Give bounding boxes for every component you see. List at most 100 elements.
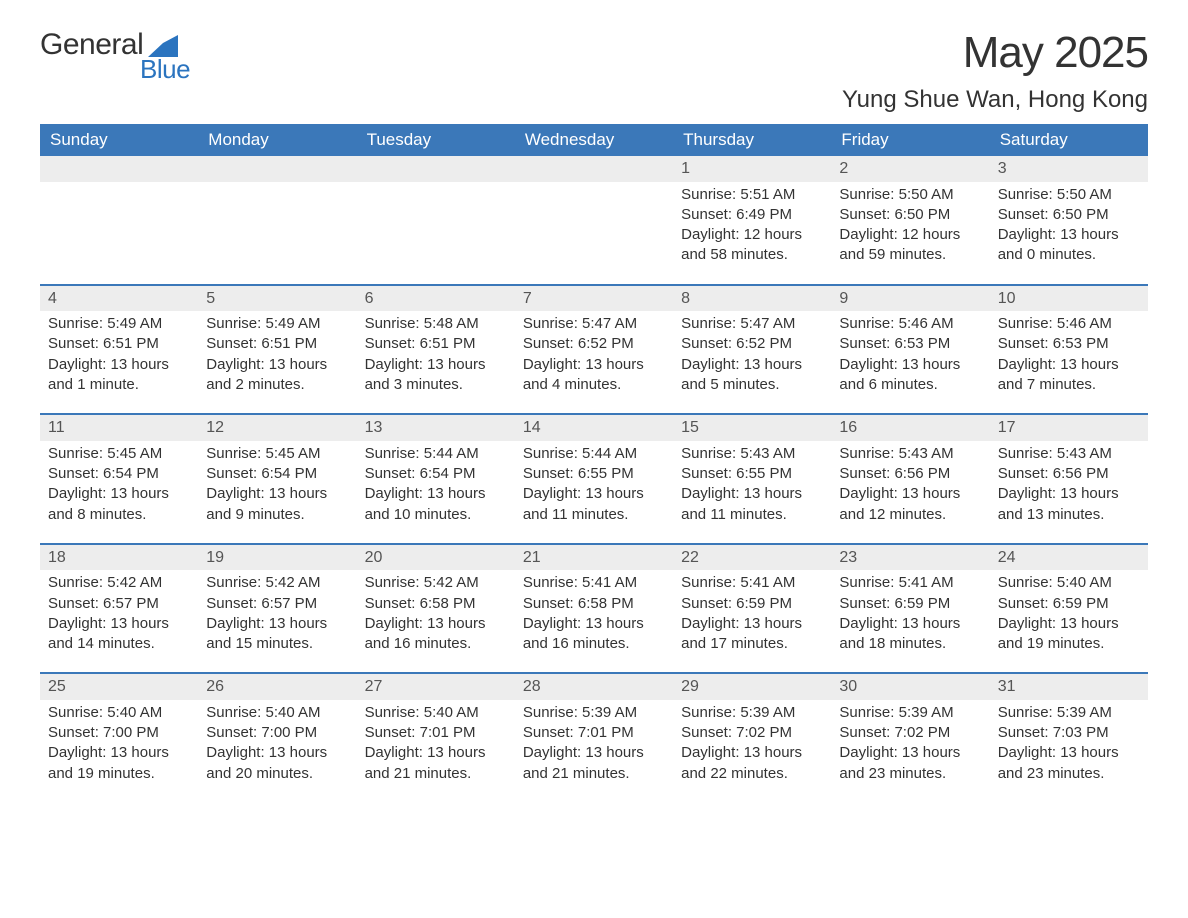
day-number: 22 <box>673 545 831 571</box>
calendar-day-cell: 26Sunrise: 5:40 AMSunset: 7:00 PMDayligh… <box>198 673 356 802</box>
day-details: Sunrise: 5:50 AMSunset: 6:50 PMDaylight:… <box>839 185 981 266</box>
calendar-week-row: 4Sunrise: 5:49 AMSunset: 6:51 PMDaylight… <box>40 285 1148 415</box>
day-number <box>40 156 198 182</box>
calendar-day-cell: 23Sunrise: 5:41 AMSunset: 6:59 PMDayligh… <box>831 544 989 674</box>
daylight-text: Daylight: 12 hours and 59 minutes. <box>839 225 981 266</box>
calendar-day-cell: 16Sunrise: 5:43 AMSunset: 6:56 PMDayligh… <box>831 414 989 544</box>
sunset-text: Sunset: 7:02 PM <box>839 723 981 743</box>
day-details: Sunrise: 5:47 AMSunset: 6:52 PMDaylight:… <box>523 314 665 395</box>
daylight-text: Daylight: 13 hours and 3 minutes. <box>365 355 507 396</box>
calendar-day-cell: 24Sunrise: 5:40 AMSunset: 6:59 PMDayligh… <box>990 544 1148 674</box>
daylight-text: Daylight: 13 hours and 19 minutes. <box>48 743 190 784</box>
day-number: 11 <box>40 415 198 441</box>
daylight-text: Daylight: 13 hours and 6 minutes. <box>839 355 981 396</box>
calendar-week-row: 1Sunrise: 5:51 AMSunset: 6:49 PMDaylight… <box>40 156 1148 285</box>
daylight-text: Daylight: 13 hours and 20 minutes. <box>206 743 348 784</box>
daylight-text: Daylight: 13 hours and 23 minutes. <box>839 743 981 784</box>
day-number: 28 <box>515 674 673 700</box>
day-details: Sunrise: 5:42 AMSunset: 6:58 PMDaylight:… <box>365 573 507 654</box>
sunrise-text: Sunrise: 5:42 AM <box>206 573 348 593</box>
sunrise-text: Sunrise: 5:41 AM <box>681 573 823 593</box>
daylight-text: Daylight: 13 hours and 15 minutes. <box>206 614 348 655</box>
day-number: 20 <box>357 545 515 571</box>
sunset-text: Sunset: 6:58 PM <box>365 594 507 614</box>
day-details: Sunrise: 5:43 AMSunset: 6:56 PMDaylight:… <box>998 444 1140 525</box>
day-details: Sunrise: 5:47 AMSunset: 6:52 PMDaylight:… <box>681 314 823 395</box>
daylight-text: Daylight: 13 hours and 22 minutes. <box>681 743 823 784</box>
day-details: Sunrise: 5:39 AMSunset: 7:02 PMDaylight:… <box>681 703 823 784</box>
day-details: Sunrise: 5:44 AMSunset: 6:55 PMDaylight:… <box>523 444 665 525</box>
title-block: May 2025 Yung Shue Wan, Hong Kong <box>842 28 1148 114</box>
sunrise-text: Sunrise: 5:44 AM <box>365 444 507 464</box>
sunrise-text: Sunrise: 5:46 AM <box>839 314 981 334</box>
calendar-day-cell: 15 Sunrise: 5:43 AMSunset: 6:55 PMDayligh… <box>673 414 831 544</box>
day-details: Sunrise: 5:42 AMSunset: 6:57 PMDaylight:… <box>48 573 190 654</box>
daylight-text: Daylight: 13 hours and 7 minutes. <box>998 355 1140 396</box>
sunset-text: Sunset: 6:59 PM <box>839 594 981 614</box>
calendar-day-cell: 4Sunrise: 5:49 AMSunset: 6:51 PMDaylight… <box>40 285 198 415</box>
logo-text-sub: Blue <box>140 54 190 85</box>
sunrise-text: Sunrise: 5:49 AM <box>206 314 348 334</box>
sunset-text: Sunset: 6:54 PM <box>48 464 190 484</box>
sunset-text: Sunset: 7:01 PM <box>365 723 507 743</box>
calendar-day-cell: 3Sunrise: 5:50 AMSunset: 6:50 PMDaylight… <box>990 156 1148 285</box>
sunrise-text: Sunrise: 5:51 AM <box>681 185 823 205</box>
day-number: 19 <box>198 545 356 571</box>
calendar-day-cell: 9Sunrise: 5:46 AMSunset: 6:53 PMDaylight… <box>831 285 989 415</box>
day-number: 1 <box>673 156 831 182</box>
day-number: 29 <box>673 674 831 700</box>
calendar-day-cell <box>198 156 356 285</box>
day-number: 23 <box>831 545 989 571</box>
calendar-day-cell: 20Sunrise: 5:42 AMSunset: 6:58 PMDayligh… <box>357 544 515 674</box>
calendar-table: SundayMondayTuesdayWednesdayThursdayFrid… <box>40 124 1148 802</box>
calendar-day-cell: 18Sunrise: 5:42 AMSunset: 6:57 PMDayligh… <box>40 544 198 674</box>
sunset-text: Sunset: 6:55 PM <box>681 464 823 484</box>
calendar-day-cell: 28Sunrise: 5:39 AMSunset: 7:01 PMDayligh… <box>515 673 673 802</box>
day-details: Sunrise: 5:49 AMSunset: 6:51 PMDaylight:… <box>48 314 190 395</box>
logo-text-main: General <box>40 28 143 62</box>
day-number: 16 <box>831 415 989 441</box>
sunset-text: Sunset: 6:56 PM <box>839 464 981 484</box>
daylight-text: Daylight: 12 hours and 58 minutes. <box>681 225 823 266</box>
calendar-day-cell: 22Sunrise: 5:41 AMSunset: 6:59 PMDayligh… <box>673 544 831 674</box>
daylight-text: Daylight: 13 hours and 1 minute. <box>48 355 190 396</box>
sunrise-text: Sunrise: 5:49 AM <box>48 314 190 334</box>
calendar-day-cell: 17Sunrise: 5:43 AMSunset: 6:56 PMDayligh… <box>990 414 1148 544</box>
sunset-text: Sunset: 6:50 PM <box>839 205 981 225</box>
day-number: 6 <box>357 286 515 312</box>
day-number: 15 <box>673 415 831 441</box>
day-details: Sunrise: 5:40 AMSunset: 6:59 PMDaylight:… <box>998 573 1140 654</box>
day-details: Sunrise: 5:39 AMSunset: 7:02 PMDaylight:… <box>839 703 981 784</box>
day-details: Sunrise: 5:43 AMSunset: 6:55 PMDaylight:… <box>681 444 823 525</box>
sunset-text: Sunset: 6:59 PM <box>681 594 823 614</box>
weekday-header: Sunday <box>40 124 198 156</box>
daylight-text: Daylight: 13 hours and 14 minutes. <box>48 614 190 655</box>
day-number: 10 <box>990 286 1148 312</box>
sunset-text: Sunset: 6:49 PM <box>681 205 823 225</box>
calendar-day-cell: 25Sunrise: 5:40 AMSunset: 7:00 PMDayligh… <box>40 673 198 802</box>
sunset-text: Sunset: 7:00 PM <box>206 723 348 743</box>
day-details: Sunrise: 5:44 AMSunset: 6:54 PMDaylight:… <box>365 444 507 525</box>
calendar-day-cell: 8Sunrise: 5:47 AMSunset: 6:52 PMDaylight… <box>673 285 831 415</box>
day-details: Sunrise: 5:48 AMSunset: 6:51 PMDaylight:… <box>365 314 507 395</box>
day-details: Sunrise: 5:41 AMSunset: 6:59 PMDaylight:… <box>839 573 981 654</box>
sunrise-text: Sunrise: 5:47 AM <box>523 314 665 334</box>
sunrise-text: Sunrise: 5:40 AM <box>206 703 348 723</box>
day-details: Sunrise: 5:45 AMSunset: 6:54 PMDaylight:… <box>48 444 190 525</box>
daylight-text: Daylight: 13 hours and 17 minutes. <box>681 614 823 655</box>
sunrise-text: Sunrise: 5:40 AM <box>48 703 190 723</box>
day-number: 24 <box>990 545 1148 571</box>
sunset-text: Sunset: 7:02 PM <box>681 723 823 743</box>
sunset-text: Sunset: 6:55 PM <box>523 464 665 484</box>
sunrise-text: Sunrise: 5:41 AM <box>523 573 665 593</box>
weekday-header: Saturday <box>990 124 1148 156</box>
daylight-text: Daylight: 13 hours and 11 minutes. <box>523 484 665 525</box>
sunrise-text: Sunrise: 5:42 AM <box>365 573 507 593</box>
sunrise-text: Sunrise: 5:44 AM <box>523 444 665 464</box>
day-number: 4 <box>40 286 198 312</box>
sunset-text: Sunset: 6:59 PM <box>998 594 1140 614</box>
day-number: 31 <box>990 674 1148 700</box>
sunrise-text: Sunrise: 5:50 AM <box>998 185 1140 205</box>
calendar-day-cell: 1 Sunrise: 5:51 AMSunset: 6:49 PMDaylight… <box>673 156 831 285</box>
sunrise-text: Sunrise: 5:45 AM <box>48 444 190 464</box>
